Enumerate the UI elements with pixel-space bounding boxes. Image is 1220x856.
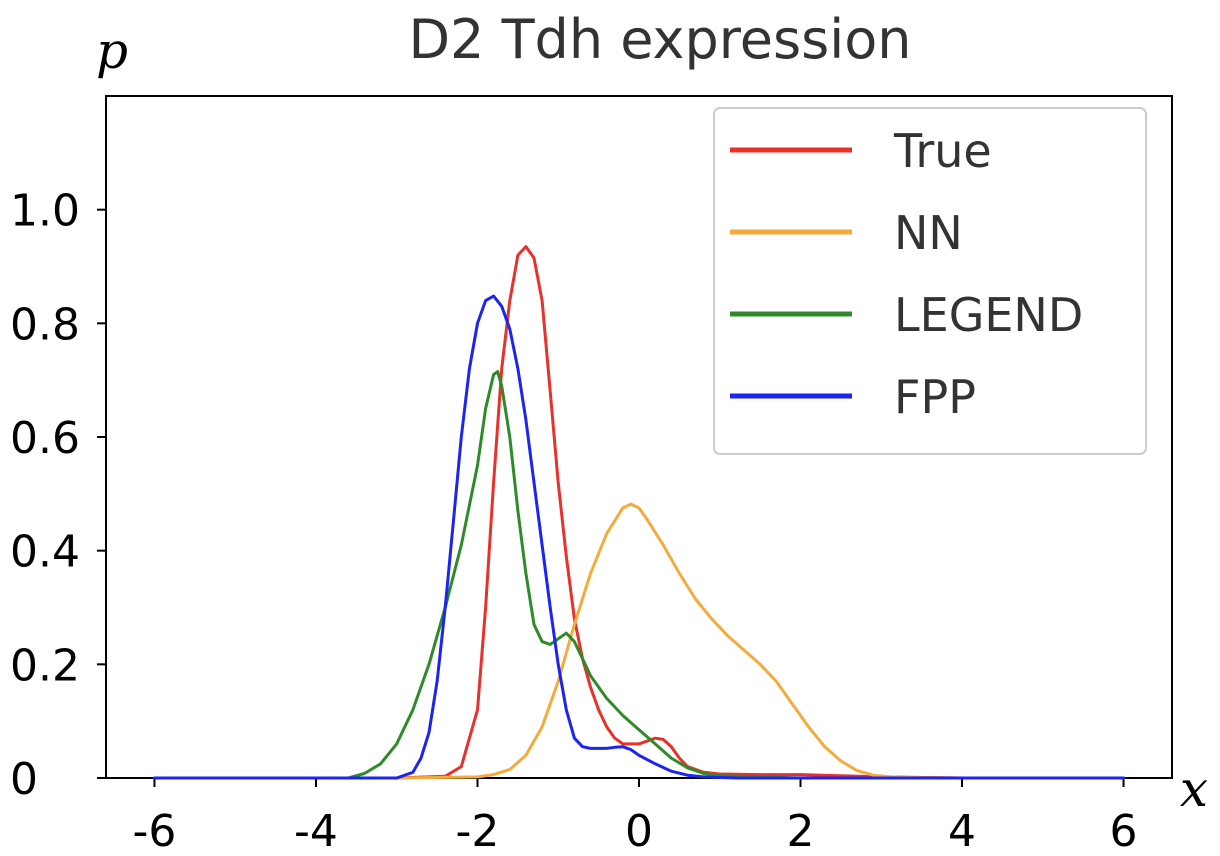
y-tick-label: 0.6 — [10, 413, 80, 464]
axis-ticks: -6 -4 -2 0 2 4 6 0 0.2 0.4 0.6 0.8 1.0 — [10, 186, 1138, 856]
x-tick-label: 0 — [625, 806, 653, 856]
series-lines — [153, 245, 1125, 780]
y-tick-label: 0.4 — [10, 527, 80, 578]
y-tick-label: 0.2 — [10, 640, 80, 691]
legend-frame — [713, 107, 1147, 455]
y-tick-label: 0.8 — [10, 299, 80, 350]
legend-label: NN — [894, 206, 963, 260]
series-line-legend — [153, 370, 1125, 780]
series-line-nn — [153, 502, 1125, 780]
y-axis-label: p — [96, 22, 128, 80]
legend: True NN LEGEND FPP — [713, 107, 1147, 455]
legend-label: LEGEND — [894, 288, 1083, 342]
x-tick-label: 2 — [787, 806, 815, 856]
series-line-fpp — [153, 294, 1125, 780]
x-tick-label: 4 — [948, 806, 976, 856]
y-tick-label: 0 — [10, 754, 38, 805]
x-tick-label: 6 — [1110, 806, 1138, 856]
series-line-true — [153, 245, 1125, 780]
chart-title: D2 Tdh expression — [408, 8, 911, 71]
y-tick-label: 1.0 — [10, 186, 80, 237]
legend-label: FPP — [894, 370, 976, 424]
x-tick-label: -4 — [294, 806, 338, 856]
legend-label: True — [893, 124, 992, 178]
x-tick-label: -2 — [456, 806, 500, 856]
x-axis-label: x — [1180, 760, 1208, 818]
x-tick-label: -6 — [133, 806, 177, 856]
